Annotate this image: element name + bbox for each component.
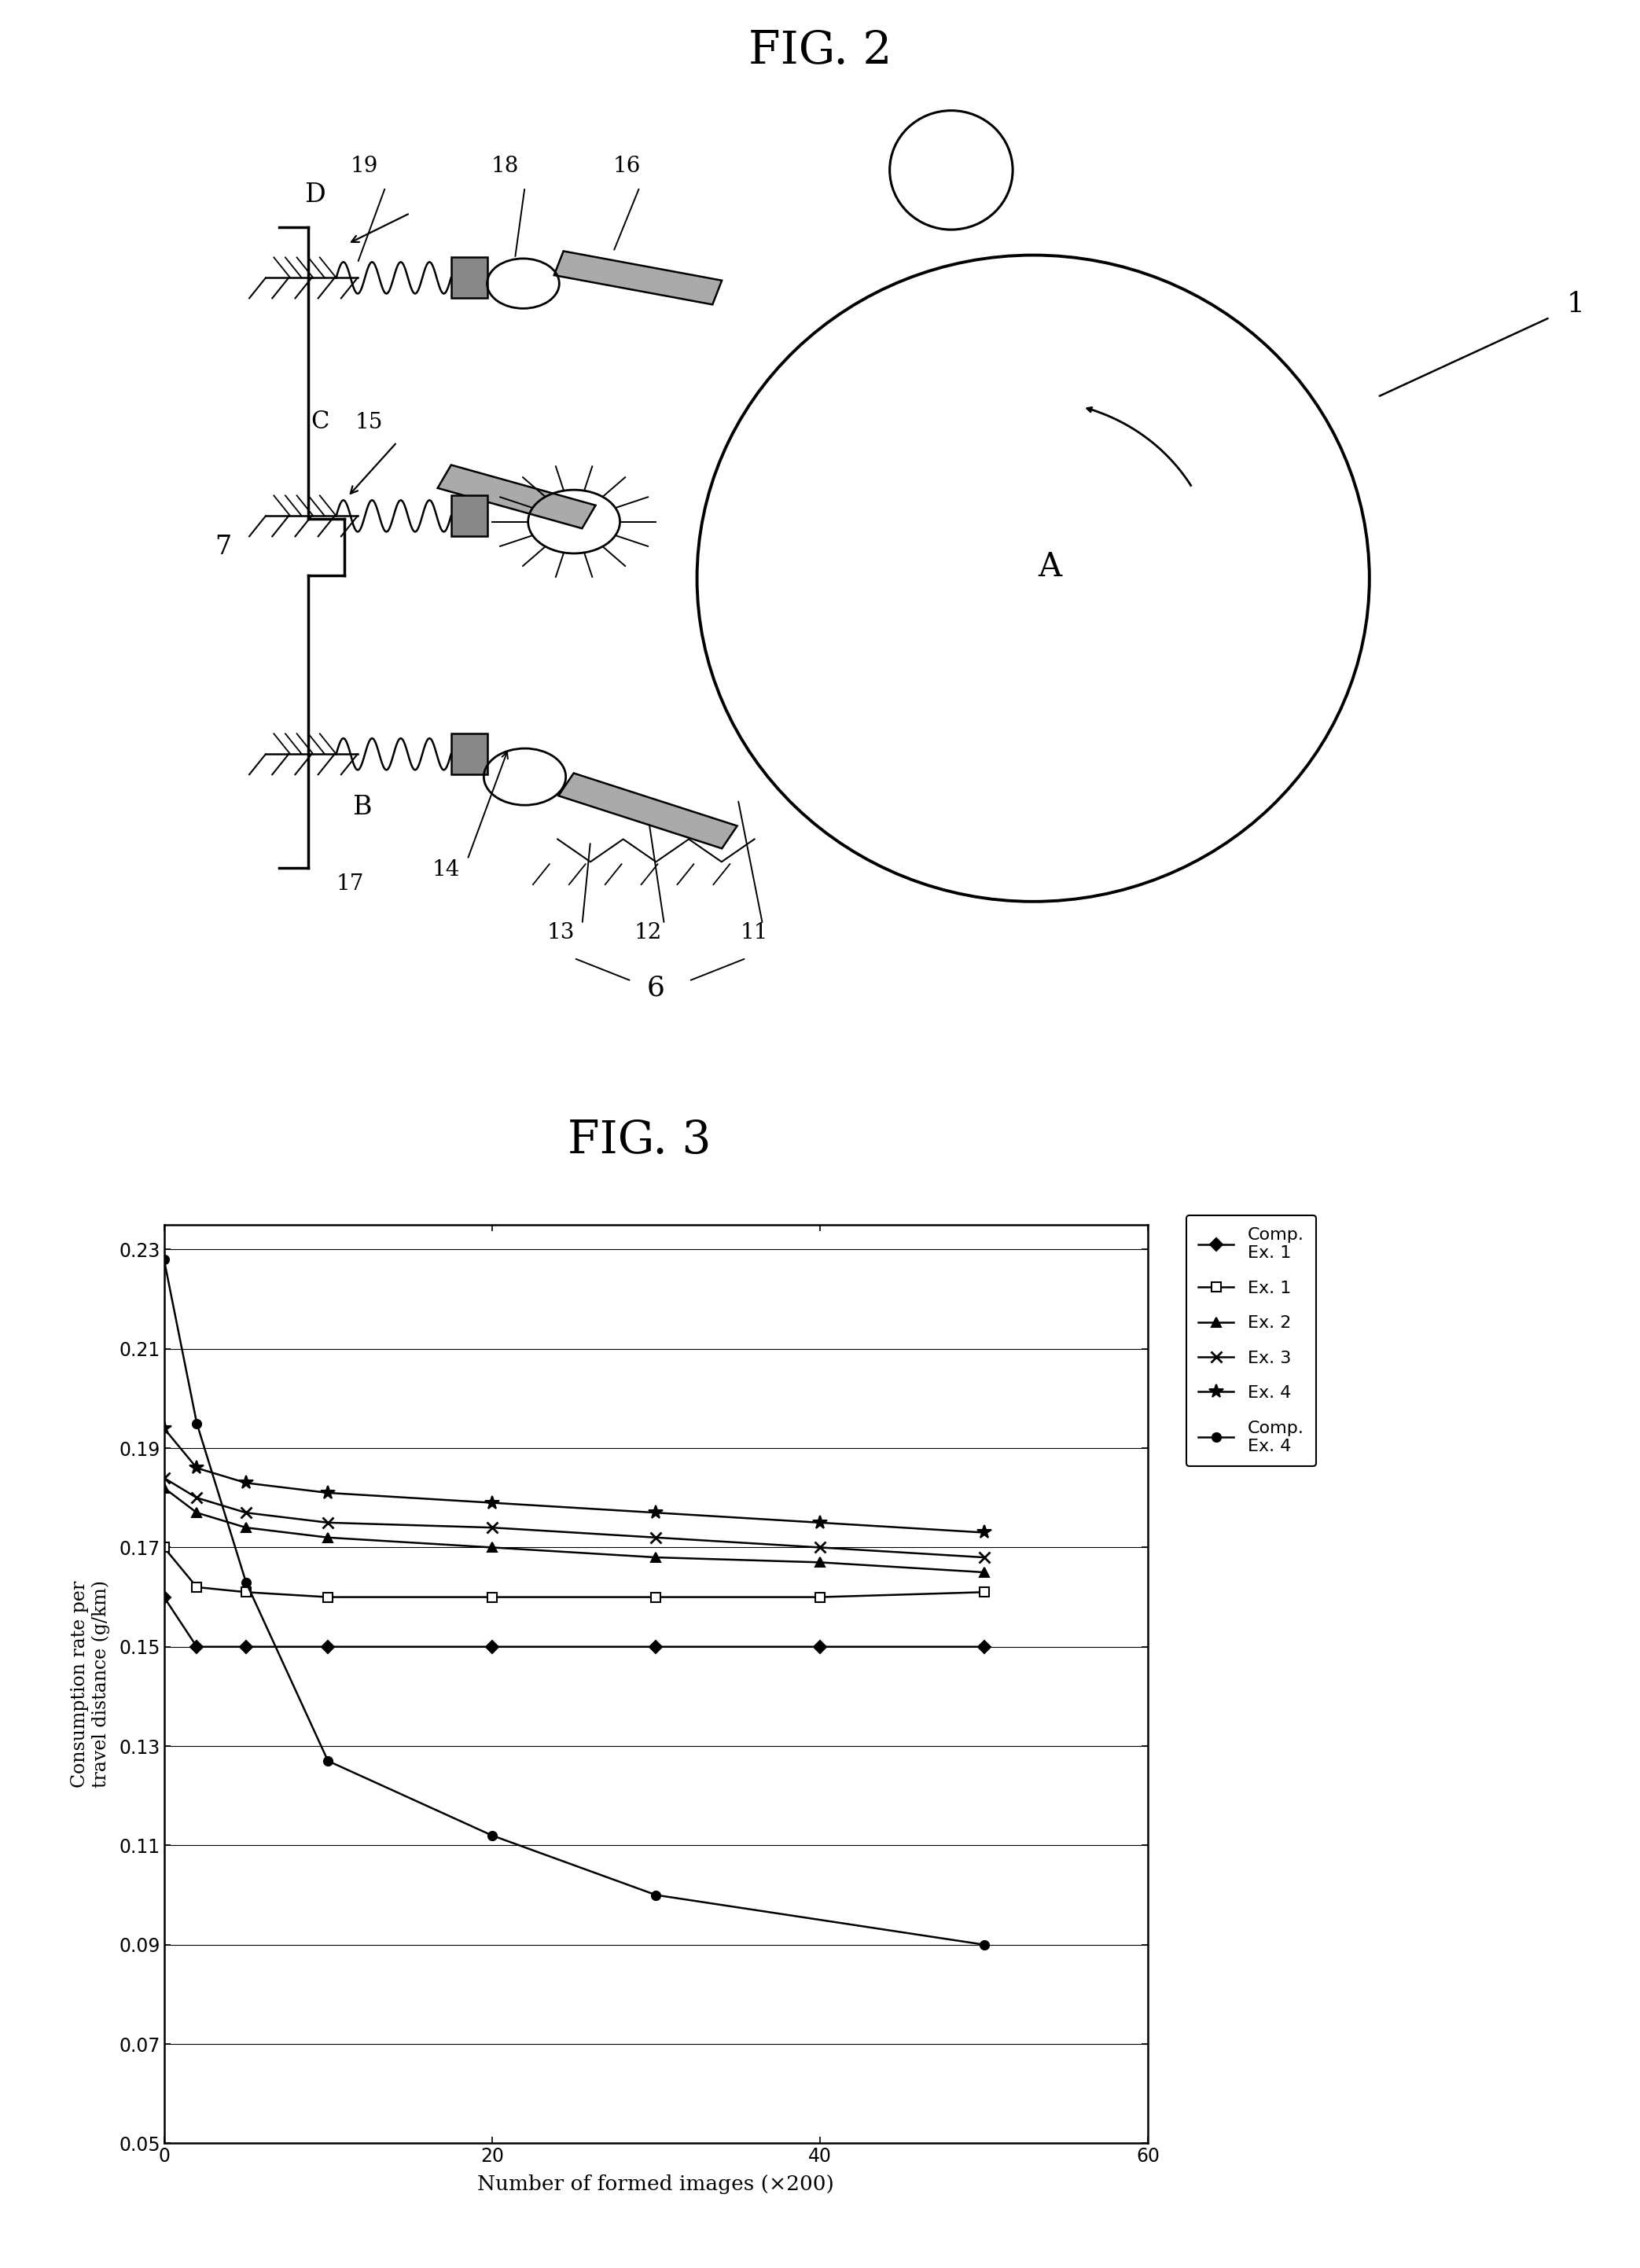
Comp.
Ex. 1 [810,1633,830,1660]
Text: C: C [310,411,330,433]
Comp.
Ex. 4 [482,1821,502,1848]
Text: 16: 16 [613,156,640,177]
Ex. 2 [154,1474,174,1501]
Ex. 2 [810,1549,830,1576]
Ex. 3 [154,1465,174,1492]
Ex. 4 [318,1479,338,1506]
Comp.
Ex. 1 [482,1633,502,1660]
Text: D: D [305,181,325,206]
Ex. 1 [318,1583,338,1610]
Ex. 2 [974,1558,994,1585]
Ex. 2 [187,1499,207,1526]
Text: 11: 11 [740,923,769,943]
Ex. 4 [646,1499,666,1526]
Polygon shape [438,465,595,528]
Ex. 3 [974,1545,994,1572]
Ex. 4 [974,1520,994,1547]
Ex. 1 [974,1579,994,1606]
Ex. 2 [318,1524,338,1551]
Line: Ex. 2: Ex. 2 [159,1483,989,1576]
Ex. 2 [236,1515,256,1542]
Comp.
Ex. 1 [318,1633,338,1660]
Comp.
Ex. 1 [154,1583,174,1610]
Ex. 3 [810,1533,830,1560]
Comp.
Ex. 4 [236,1569,256,1597]
Ex. 1 [154,1533,174,1560]
Comp.
Ex. 4 [974,1930,994,1957]
Comp.
Ex. 1 [974,1633,994,1660]
Line: Ex. 1: Ex. 1 [159,1542,989,1601]
Text: 6: 6 [648,975,664,1000]
Text: 17: 17 [336,873,364,896]
Comp.
Ex. 1 [236,1633,256,1660]
Comp.
Ex. 4 [646,1882,666,1910]
Ex. 4 [154,1415,174,1442]
Ex. 1 [482,1583,502,1610]
Text: A: A [1038,551,1061,583]
Ex. 1 [187,1574,207,1601]
Ex. 4 [482,1490,502,1517]
Ex. 4 [236,1470,256,1497]
Polygon shape [559,773,736,848]
Line: Comp.
Ex. 1: Comp. Ex. 1 [159,1592,989,1651]
Text: 18: 18 [492,156,518,177]
Line: Comp.
Ex. 4: Comp. Ex. 4 [159,1254,989,1948]
FancyBboxPatch shape [451,735,487,773]
Ex. 2 [646,1545,666,1572]
Comp.
Ex. 4 [318,1746,338,1774]
Ex. 3 [236,1499,256,1526]
Text: 14: 14 [433,860,459,880]
Legend: Comp.
Ex. 1, Ex. 1, Ex. 2, Ex. 3, Ex. 4, Comp.
Ex. 4: Comp. Ex. 1, Ex. 1, Ex. 2, Ex. 3, Ex. 4,… [1186,1216,1317,1467]
Ex. 1 [646,1583,666,1610]
Comp.
Ex. 4 [154,1245,174,1272]
Text: FIG. 3: FIG. 3 [567,1118,712,1163]
Y-axis label: Consumption rate per
travel distance (g/km): Consumption rate per travel distance (g/… [71,1581,110,1787]
Line: Ex. 4: Ex. 4 [157,1422,991,1540]
Ex. 3 [482,1515,502,1542]
Ex. 4 [187,1454,207,1481]
Text: 7: 7 [215,535,231,560]
Text: FIG. 2: FIG. 2 [748,29,892,73]
Ex. 2 [482,1533,502,1560]
Text: 15: 15 [356,413,382,433]
Ex. 1 [236,1579,256,1606]
Text: 13: 13 [548,923,574,943]
FancyBboxPatch shape [451,494,487,535]
Comp.
Ex. 1 [646,1633,666,1660]
Ex. 3 [646,1524,666,1551]
Ex. 3 [318,1508,338,1535]
Comp.
Ex. 1 [187,1633,207,1660]
Text: B: B [353,794,372,819]
Polygon shape [554,252,722,304]
Line: Ex. 3: Ex. 3 [159,1472,989,1563]
X-axis label: Number of formed images (×200): Number of formed images (×200) [477,2175,835,2195]
Text: 19: 19 [351,156,377,177]
FancyBboxPatch shape [451,259,487,297]
Ex. 3 [187,1483,207,1510]
Text: 12: 12 [635,923,661,943]
Ex. 4 [810,1508,830,1535]
Text: 1: 1 [1566,290,1584,318]
Comp.
Ex. 4 [187,1411,207,1438]
Ex. 1 [810,1583,830,1610]
